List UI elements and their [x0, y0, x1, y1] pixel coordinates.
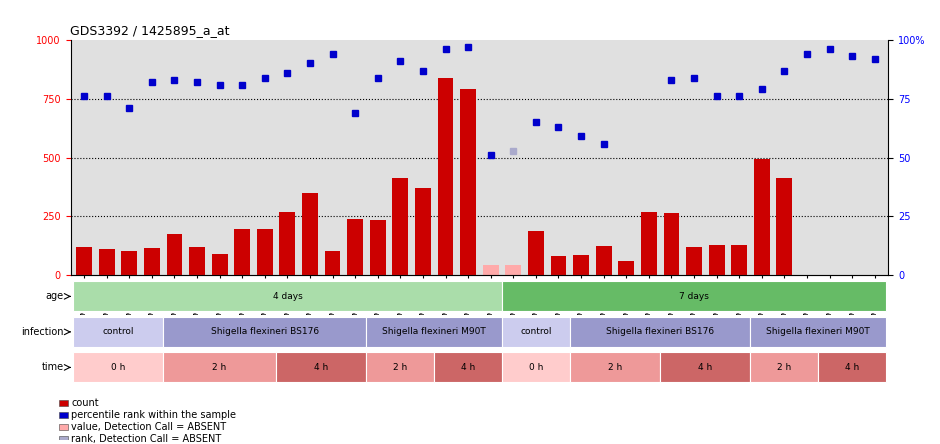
Bar: [164, 353, 276, 382]
Bar: [461, 89, 476, 275]
Bar: [189, 247, 205, 275]
Bar: [415, 188, 431, 275]
Bar: [551, 257, 567, 275]
Bar: [367, 317, 502, 347]
Text: 4 h: 4 h: [314, 363, 328, 372]
Bar: [276, 353, 367, 382]
Bar: [438, 78, 453, 275]
Bar: [573, 255, 589, 275]
Bar: [58, 436, 68, 442]
Bar: [664, 213, 680, 275]
Text: Shigella flexineri M90T: Shigella flexineri M90T: [383, 327, 486, 337]
Bar: [72, 353, 164, 382]
Text: control: control: [102, 327, 133, 337]
Text: count: count: [71, 398, 99, 408]
Bar: [76, 247, 92, 275]
Text: GDS3392 / 1425895_a_at: GDS3392 / 1425895_a_at: [70, 24, 230, 37]
Bar: [619, 261, 634, 275]
Bar: [99, 250, 115, 275]
Bar: [818, 353, 886, 382]
Text: 4 days: 4 days: [273, 292, 303, 301]
Bar: [279, 212, 295, 275]
Bar: [369, 220, 385, 275]
Bar: [731, 245, 747, 275]
Text: 2 h: 2 h: [393, 363, 407, 372]
Text: 0 h: 0 h: [528, 363, 543, 372]
Bar: [660, 353, 750, 382]
Text: Shigella flexineri BS176: Shigella flexineri BS176: [211, 327, 319, 337]
Bar: [257, 230, 273, 275]
Bar: [367, 353, 434, 382]
Bar: [72, 317, 164, 347]
Bar: [754, 159, 770, 275]
Text: Shigella flexineri BS176: Shigella flexineri BS176: [606, 327, 714, 337]
Bar: [58, 412, 68, 418]
Bar: [324, 250, 340, 275]
Bar: [570, 317, 750, 347]
Text: Shigella flexineri M90T: Shigella flexineri M90T: [766, 327, 870, 337]
Text: 4 h: 4 h: [698, 363, 713, 372]
Bar: [502, 353, 570, 382]
Bar: [502, 281, 886, 311]
Bar: [58, 424, 68, 430]
Bar: [709, 245, 725, 275]
Bar: [506, 265, 521, 275]
Text: value, Detection Call = ABSENT: value, Detection Call = ABSENT: [71, 422, 227, 432]
Bar: [347, 219, 363, 275]
Bar: [434, 353, 502, 382]
Text: rank, Detection Call = ABSENT: rank, Detection Call = ABSENT: [71, 434, 222, 444]
Bar: [641, 212, 657, 275]
Bar: [234, 230, 250, 275]
Bar: [212, 254, 227, 275]
Bar: [144, 248, 160, 275]
Text: 7 days: 7 days: [679, 292, 709, 301]
Text: infection: infection: [22, 327, 64, 337]
Bar: [528, 230, 543, 275]
Bar: [686, 247, 702, 275]
Bar: [58, 400, 68, 406]
Bar: [121, 250, 137, 275]
Text: time: time: [41, 362, 64, 373]
Bar: [166, 234, 182, 275]
Text: percentile rank within the sample: percentile rank within the sample: [71, 410, 236, 420]
Text: age: age: [46, 291, 64, 301]
Bar: [164, 317, 367, 347]
Bar: [72, 281, 502, 311]
Text: control: control: [520, 327, 552, 337]
Bar: [750, 353, 818, 382]
Bar: [776, 178, 792, 275]
Text: 4 h: 4 h: [845, 363, 859, 372]
Text: 2 h: 2 h: [212, 363, 227, 372]
Bar: [596, 246, 612, 275]
Text: 2 h: 2 h: [777, 363, 791, 372]
Bar: [570, 353, 660, 382]
Text: 4 h: 4 h: [461, 363, 476, 372]
Bar: [483, 265, 498, 275]
Bar: [392, 178, 408, 275]
Text: 0 h: 0 h: [111, 363, 125, 372]
Text: 2 h: 2 h: [608, 363, 622, 372]
Bar: [750, 317, 886, 347]
Bar: [302, 193, 318, 275]
Bar: [502, 317, 570, 347]
